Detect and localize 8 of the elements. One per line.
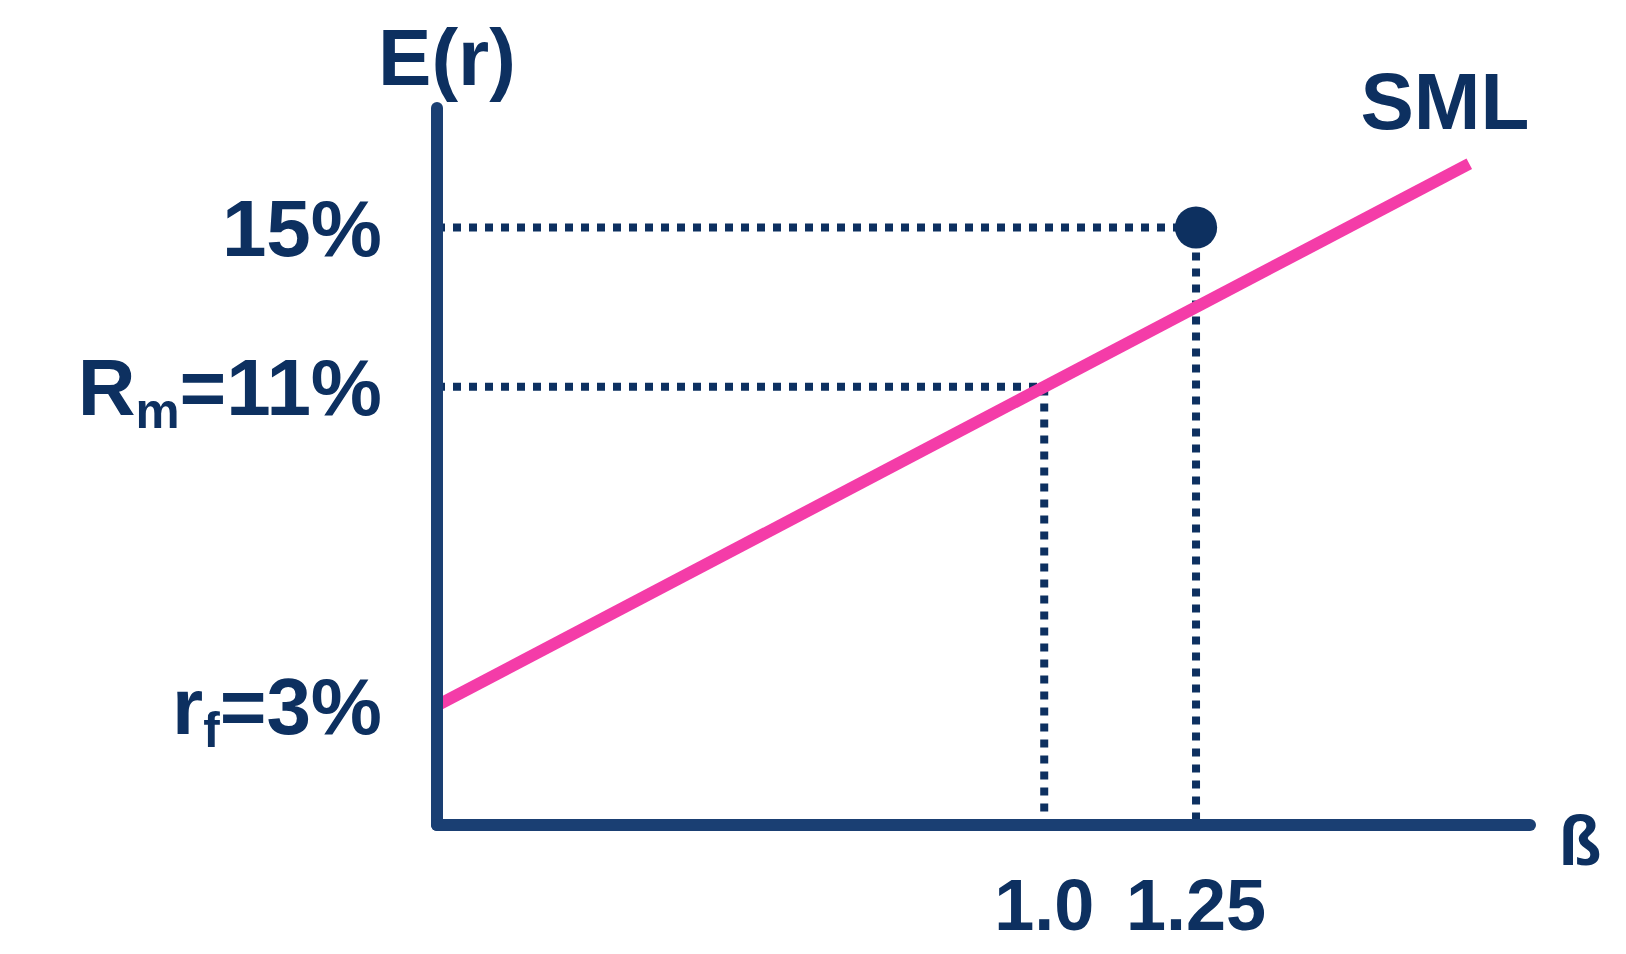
- y-axis-title: E(r): [378, 13, 516, 102]
- y-tick-label: R$_{m}$=11%: [77, 342, 382, 439]
- y-tick-label: 15%: [221, 183, 382, 273]
- x-tick-label: 1.25: [1125, 865, 1267, 945]
- series-label: SML: [1360, 56, 1530, 146]
- x-axis-title: ß: [1558, 802, 1602, 880]
- x-tick-label: 1.0: [994, 865, 1095, 945]
- y-tick-label: r$_{f}$=3%: [172, 661, 382, 757]
